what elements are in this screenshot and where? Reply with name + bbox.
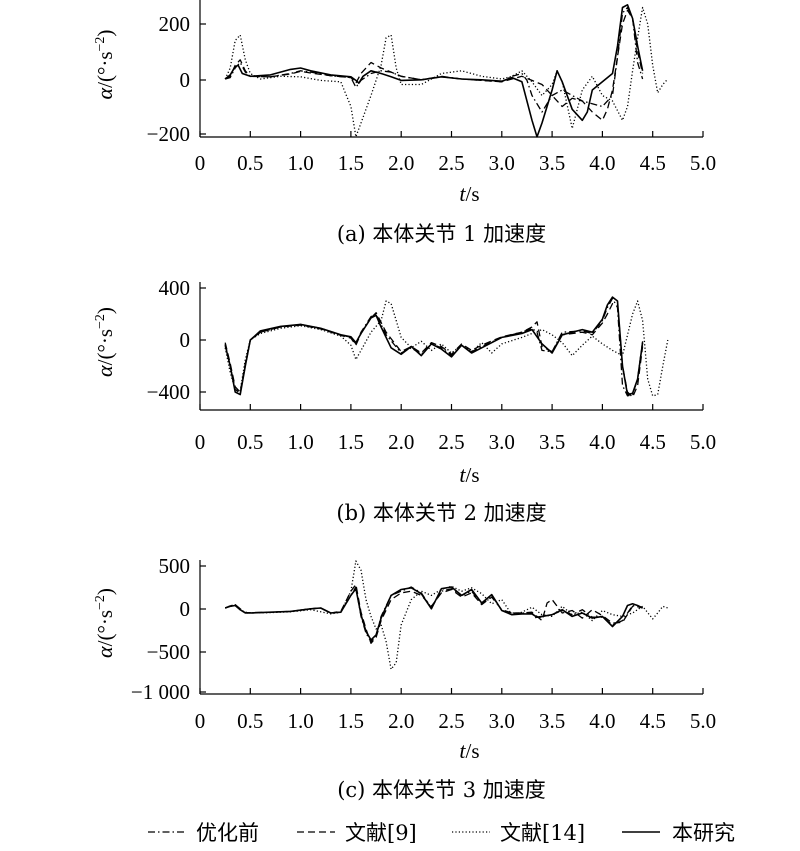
- series-line-dotted: [224, 300, 669, 397]
- series-line-solid: [224, 586, 643, 641]
- y-axis-label-exponent: −2: [93, 37, 108, 52]
- series-line-dashed: [224, 9, 644, 121]
- legend-label: 本研究: [672, 821, 735, 845]
- series-line-solid: [224, 4, 644, 138]
- y-axis-label-close: ): [93, 30, 117, 37]
- x-tick-label: 1.5: [338, 430, 364, 454]
- series-line-solid: [224, 296, 644, 396]
- x-tick-label: 4.0: [589, 151, 615, 175]
- x-axis-label: t/s: [459, 462, 479, 487]
- x-axis-label: t/s: [459, 738, 479, 763]
- y-axis-label-unit: /(°·s: [93, 329, 117, 365]
- legend-label: 文献[9]: [345, 821, 417, 845]
- y-axis-label: α/(°·s−2): [92, 30, 117, 100]
- panel-caption: (b) 本体关节 2 加速度: [336, 501, 546, 525]
- y-tick-label: −500: [147, 640, 190, 664]
- y-axis-label-close: ): [93, 307, 117, 314]
- x-tick-label: 0: [195, 709, 206, 733]
- panel-caption: (a) 本体关节 1 加速度: [337, 222, 546, 246]
- legend-label: 优化前: [196, 821, 259, 845]
- panel-caption: (c) 本体关节 3 加速度: [337, 778, 546, 802]
- x-tick-label: 4.5: [640, 151, 666, 175]
- x-tick-label: 1.0: [287, 709, 313, 733]
- series-line-dashdot: [225, 6, 644, 113]
- x-tick-label: 3.5: [539, 709, 565, 733]
- legend-item: 文献[14]: [452, 821, 585, 845]
- x-axis-label-var: t: [459, 738, 466, 763]
- series-line-dotted: [224, 560, 669, 670]
- legend-label: 文献[14]: [500, 821, 585, 845]
- x-tick-label: 2.0: [388, 709, 414, 733]
- series-line-dashdot: [224, 297, 644, 397]
- x-tick-label: 2.5: [438, 151, 464, 175]
- x-tick-label: 5.0: [690, 151, 716, 175]
- y-axis-label: α/(°·s−2): [92, 588, 117, 658]
- x-tick-label: 0.5: [237, 430, 263, 454]
- y-tick-label: 0: [180, 328, 191, 352]
- y-tick-label: −1 000: [131, 680, 190, 704]
- y-axis-label-unit: /(°·s: [93, 51, 117, 87]
- x-tick-label: 5.0: [690, 430, 716, 454]
- x-axis-label-unit: /s: [466, 463, 480, 487]
- x-tick-label: 4.0: [589, 430, 615, 454]
- y-axis-label-var: α: [92, 646, 117, 658]
- x-tick-label: 5.0: [690, 709, 716, 733]
- x-axis-label-var: t: [459, 181, 466, 206]
- x-tick-label: 1.5: [338, 709, 364, 733]
- series-line-dotted: [224, 6, 669, 138]
- x-tick-label: 4.5: [640, 709, 666, 733]
- y-tick-label: −200: [147, 122, 190, 146]
- x-tick-label: 4.5: [640, 430, 666, 454]
- y-axis-label-var: α: [92, 87, 117, 99]
- x-tick-label: 4.0: [589, 709, 615, 733]
- chart-panel-b: 400 0 −400 0 0.5 1.0 1.5 2.0 2.5 3.0 3.5 4.0 4.5 5.0 t…: [92, 276, 716, 525]
- y-tick-label: 0: [180, 68, 191, 92]
- x-tick-label: 0.5: [237, 151, 263, 175]
- x-tick-label: 2.5: [438, 709, 464, 733]
- x-axis-label-unit: /s: [466, 739, 480, 763]
- legend-item: 优化前: [148, 821, 259, 845]
- x-tick-label: 3.0: [489, 151, 515, 175]
- y-axis-label-exponent: −2: [93, 595, 108, 610]
- x-axis-label-var: t: [459, 462, 466, 487]
- x-tick-label: 0: [195, 430, 206, 454]
- x-tick-label: 1.0: [287, 151, 313, 175]
- x-tick-label: 3.0: [489, 709, 515, 733]
- x-tick-label: 0.5: [237, 709, 263, 733]
- y-axis-label-unit: /(°·s: [93, 610, 117, 646]
- x-tick-label: 2.5: [438, 430, 464, 454]
- x-tick-label: 3.5: [539, 151, 565, 175]
- x-tick-label: 2.0: [388, 151, 414, 175]
- y-tick-label: 400: [159, 276, 191, 300]
- y-axis-label-close: ): [93, 588, 117, 595]
- legend: 优化前 文献[9] 文献[14] 本研究: [148, 821, 735, 845]
- series-line-dashed: [224, 302, 644, 398]
- x-tick-label: 3.5: [539, 430, 565, 454]
- y-tick-label: 500: [159, 554, 191, 578]
- y-tick-label: 0: [180, 597, 191, 621]
- y-axis-label: α/(°·s−2): [92, 307, 117, 377]
- x-tick-label: 1.5: [338, 151, 364, 175]
- x-axis-label-unit: /s: [466, 182, 480, 206]
- y-tick-label: 200: [159, 12, 191, 36]
- y-axis-label-exponent: −2: [93, 314, 108, 329]
- x-tick-label: 0: [195, 151, 206, 175]
- legend-item: 本研究: [622, 821, 735, 845]
- y-tick-label: −400: [147, 380, 190, 404]
- y-axis-label-var: α: [92, 365, 117, 377]
- x-tick-label: 1.0: [287, 430, 313, 454]
- x-tick-label: 2.0: [388, 430, 414, 454]
- legend-item: 文献[9]: [297, 821, 417, 845]
- x-axis-label: t/s: [459, 181, 479, 206]
- x-tick-label: 3.0: [489, 430, 515, 454]
